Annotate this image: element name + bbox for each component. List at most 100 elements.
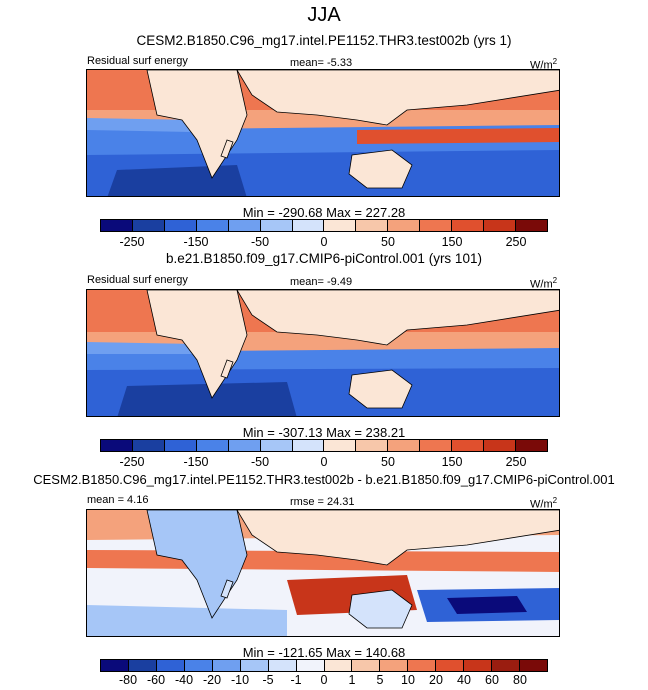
colorbar-swatch	[484, 440, 516, 451]
colorbar-tick-label: -150	[183, 235, 209, 249]
panel1-mean: mean= -5.33	[290, 57, 353, 69]
panel3-map	[86, 509, 560, 637]
colorbar-swatch	[228, 220, 261, 231]
panel1-colorbar	[100, 219, 548, 232]
colorbar-swatch	[324, 220, 357, 231]
panel2-subtitle: b.e21.B1850.f09_g17.CMIP6-piControl.001 …	[166, 251, 482, 266]
colorbar-swatch	[260, 220, 293, 231]
field-south-core	[107, 165, 247, 196]
colorbar-swatch	[484, 220, 516, 231]
colorbar-swatch	[101, 660, 129, 671]
asia-land	[236, 290, 559, 346]
colorbar-swatch	[420, 440, 453, 451]
colorbar-tick-label: 0	[320, 235, 328, 249]
colorbar-tick-label: -1	[290, 673, 302, 687]
colorbar-swatch	[196, 440, 229, 451]
colorbar-tick-label: 20	[429, 673, 443, 687]
field-atlantic-cool	[87, 342, 197, 354]
panel3-colorbar	[100, 659, 548, 672]
colorbar-tick-label: 50	[381, 455, 395, 469]
colorbar-swatch	[324, 440, 357, 451]
madagascar-land	[220, 139, 234, 159]
colorbar-tick-label: -250	[119, 235, 145, 249]
colorbar-swatch	[128, 660, 157, 671]
colorbar-tick-label: 50	[381, 235, 395, 249]
colorbar-swatch	[292, 220, 325, 231]
colorbar-swatch	[388, 220, 421, 231]
colorbar-swatch	[324, 660, 353, 671]
colorbar-tick-label: 250	[505, 235, 527, 249]
colorbar-tick-label: 80	[513, 673, 527, 687]
field-pacific-core	[447, 596, 527, 614]
panel1-minmax: Min = -290.68 Max = 227.28	[242, 205, 406, 220]
panel2-colorbar-ticks: -250 -150 -50 0 50 150 250	[100, 455, 548, 469]
africa-land	[146, 70, 248, 179]
colorbar-swatch	[520, 660, 547, 671]
panel1-units: W/m2	[530, 57, 558, 72]
colorbar-swatch	[380, 660, 409, 671]
colorbar-swatch	[184, 660, 213, 671]
colorbar-tick-label: 40	[457, 673, 471, 687]
colorbar-swatch	[464, 660, 493, 671]
colorbar-tick-label: -5	[262, 673, 274, 687]
panel2-field	[87, 290, 559, 416]
panel2-minmax: Min = -307.13 Max = 238.21	[242, 425, 406, 440]
colorbar-tick-label: 60	[485, 673, 499, 687]
field-atlantic-cool	[87, 118, 197, 132]
panel2-left-label: Residual surf energy	[87, 274, 188, 286]
australia-land	[348, 149, 413, 189]
colorbar-swatch	[260, 440, 293, 451]
colorbar-swatch	[352, 660, 381, 671]
panel2-units: W/m2	[530, 276, 558, 291]
colorbar-swatch	[101, 220, 133, 231]
colorbar-swatch	[101, 440, 133, 451]
australia-land	[348, 369, 413, 409]
colorbar-tick-label: -80	[118, 673, 138, 687]
colorbar-tick-label: 1	[348, 673, 356, 687]
africa-land	[146, 290, 248, 399]
colorbar-tick-label: -40	[174, 673, 194, 687]
colorbar-swatch	[452, 440, 485, 451]
panel3-field	[87, 510, 559, 636]
panel1-colorbar-ticks: -250 -150 -50 0 50 150 250	[100, 235, 548, 249]
colorbar-tick-label: 150	[441, 235, 463, 249]
colorbar-swatch	[408, 660, 437, 671]
colorbar-swatch	[196, 220, 229, 231]
colorbar-swatch	[228, 440, 261, 451]
panel2-mean: mean= -9.49	[290, 276, 353, 288]
page-title: JJA	[307, 4, 341, 26]
asia-land	[236, 70, 559, 126]
australia-land	[348, 589, 413, 629]
panel1-field	[87, 70, 559, 196]
colorbar-swatch	[515, 440, 547, 451]
panel2-map	[86, 289, 560, 417]
colorbar-swatch	[156, 660, 185, 671]
colorbar-tick-label: 0	[320, 673, 328, 687]
madagascar-land	[220, 579, 234, 599]
colorbar-tick-label: -20	[202, 673, 222, 687]
colorbar-tick-label: -10	[230, 673, 250, 687]
colorbar-swatch	[492, 660, 521, 671]
madagascar-land	[220, 359, 234, 379]
panel1-left-label: Residual surf energy	[87, 55, 188, 67]
panel3-mean: mean = 4.16	[87, 494, 149, 506]
colorbar-tick-label: -250	[119, 455, 145, 469]
africa-land	[146, 510, 248, 619]
colorbar-swatch	[452, 220, 485, 231]
colorbar-tick-label: -50	[250, 235, 270, 249]
panel1-map	[86, 69, 560, 197]
colorbar-swatch	[292, 440, 325, 451]
colorbar-swatch	[132, 440, 165, 451]
colorbar-swatch	[240, 660, 269, 671]
colorbar-tick-label: -150	[183, 455, 209, 469]
colorbar-swatch	[132, 220, 165, 231]
colorbar-swatch	[164, 440, 197, 451]
panel3-minmax: Min = -121.65 Max = 140.68	[242, 645, 406, 660]
panel2-colorbar	[100, 439, 548, 452]
panel3-colorbar-ticks: -80 -60 -40 -20 -10 -5 -1 0 1 5 10 20 40 60 80	[100, 673, 548, 687]
colorbar-tick-label: 150	[441, 455, 463, 469]
colorbar-tick-label: 10	[401, 673, 415, 687]
panel3-subtitle: CESM2.B1850.C96_mg17.intel.PE1152.THR3.t…	[33, 472, 615, 487]
colorbar-swatch	[388, 440, 421, 451]
colorbar-tick-label: 250	[505, 455, 527, 469]
